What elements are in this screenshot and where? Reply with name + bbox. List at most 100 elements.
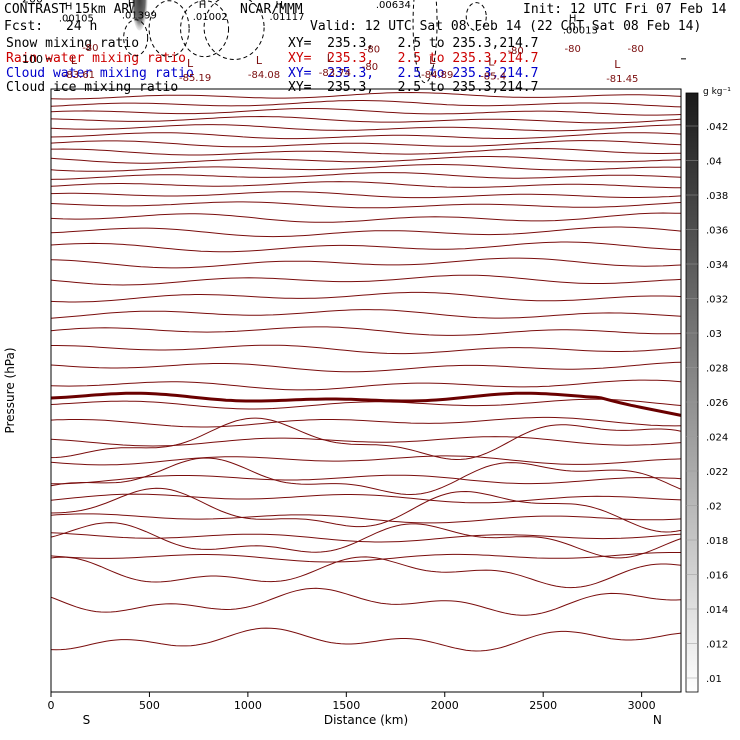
forecast-label: Fcst: (4, 19, 44, 34)
temperature-contour (51, 147, 682, 156)
low-value: -85.4 (480, 72, 506, 83)
temperature-contour (50, 164, 682, 172)
ice-max-value: .01399 (122, 11, 157, 22)
cloud-ice-contour (180, 0, 230, 58)
temperature-contour (50, 241, 682, 253)
forecast-value: 24 h (66, 19, 98, 34)
snow-shading (131, 0, 148, 31)
temperature-contour-label: -80 (364, 45, 380, 56)
ice-max-marker: H (128, 0, 136, 10)
temperature-contour (50, 108, 682, 116)
colorbar-tick-label: .018 (706, 536, 728, 547)
field-name-snow: Snow mixing ratio (6, 36, 140, 51)
low-marker: L (187, 57, 194, 70)
colorbar-tick-label: .032 (706, 295, 728, 306)
field-xy-cloud-ice: XY= 235.3, 2.5 to 235.3,214.7 (288, 80, 539, 95)
colorbar-tick-label: .02 (706, 502, 722, 513)
colorbar-tick-label: .036 (706, 226, 728, 237)
low-marker: L (256, 54, 263, 67)
ice-max-value: .01002 (193, 12, 228, 23)
field-name-cloud-water: Cloud water mixing ratio (6, 66, 194, 81)
ice-max-value: .00013 (563, 26, 598, 37)
field-name-rain: Rain water mixing ratio (6, 51, 187, 66)
ice-max-value: .01117 (270, 12, 305, 23)
temperature-contour (50, 124, 682, 132)
x-tick-label: 2500 (529, 699, 557, 712)
ice-max-value: .00105 (59, 14, 94, 25)
temperature-contour (50, 291, 682, 303)
zero-isotherm (50, 391, 682, 417)
temperature-contour (50, 172, 682, 180)
field-xy-rain: XY= 235.3, 2.5 to 235.3,214.7 (288, 51, 539, 66)
cloud-ice-contour (203, 0, 265, 60)
temperature-contour (50, 556, 682, 589)
colorbar-unit: g kg⁻¹ (703, 87, 731, 97)
colorbar-tick-label: .04 (706, 157, 722, 168)
low-marker: L (614, 58, 621, 71)
temperature-contour (50, 274, 682, 286)
model-title: CONTRAST 15km ARW (4, 2, 138, 17)
temperature-contour (50, 398, 682, 410)
low-value: -85.19 (179, 73, 211, 84)
colorbar-tick-label: .038 (706, 191, 728, 202)
ice-max-marker: H (569, 14, 577, 25)
temperature-contour (50, 474, 682, 485)
temperature-contour (50, 513, 682, 524)
temperature-contour (50, 417, 682, 461)
temperature-contour-label: -80 (82, 43, 98, 54)
low-value: -81.45 (606, 74, 638, 85)
temperature-contour (50, 457, 682, 496)
temperature-contour (50, 493, 682, 504)
low-marker: L (71, 54, 78, 67)
low-value: -83.61 (63, 70, 95, 81)
colorbar-tick-label: .024 (706, 433, 728, 444)
temperature-contour (50, 115, 682, 124)
low-marker: L (488, 56, 495, 69)
colorbar-tick-label: .042 (706, 122, 728, 133)
temperature-contour (50, 416, 682, 428)
colorbar-tick-label: .028 (706, 364, 728, 375)
temperature-contour (50, 201, 682, 209)
valid-time: Valid: 12 UTC Sat 08 Feb 14 (22 ChT Sat … (310, 19, 702, 34)
low-marker: L (327, 52, 334, 65)
field-xy-cloud-water: XY= 235.3, 2.5 to 235.3,214.7 (288, 66, 539, 81)
temperature-contour (50, 181, 681, 189)
temperature-contour (50, 91, 682, 100)
temperature-contour (50, 140, 682, 148)
x-axis-title: Distance (km) (324, 713, 408, 727)
temperature-contour (50, 212, 682, 223)
low-value: -84.08 (248, 70, 280, 81)
temperature-contour (50, 552, 681, 563)
colorbar-tick-label: .03 (706, 329, 722, 340)
temperature-contour (50, 436, 682, 447)
cloud-ice-contour (412, 0, 438, 84)
temperature-contour (50, 587, 682, 616)
y-tick-label: 200 (22, 0, 43, 6)
field-name-cloud-ice: Cloud ice mixing ratio (6, 80, 179, 95)
cloud-ice-contour (148, 0, 190, 58)
temperature-contour (50, 532, 682, 543)
y-tick-label: 100 (22, 53, 43, 66)
temperature-contour (50, 522, 682, 559)
ice-max-value: .00242 (476, 0, 511, 1)
colorbar-tick-label: .012 (706, 640, 728, 651)
cloud-ice-contour (123, 19, 149, 57)
init-time: Init: 12 UTC Fri 07 Feb 14 (523, 2, 727, 17)
x-tick-label: 1500 (332, 699, 360, 712)
x-tick-label: 500 (139, 699, 160, 712)
temperature-contour (50, 191, 682, 199)
colorbar-tick-label: .026 (706, 398, 728, 409)
temperature-contour (50, 487, 682, 533)
low-marker: L (429, 54, 436, 67)
low-value: -83.74 (319, 68, 351, 79)
x-tick-label: 1000 (234, 699, 262, 712)
ice-max-marker: H (65, 2, 73, 13)
colorbar-fill (685, 92, 699, 693)
ice-max-marker: H (199, 0, 207, 11)
field-xy-snow: XY= 235.3, 2.5 to 235.3,214.7 (288, 36, 539, 51)
temperature-contour-label: -80 (628, 44, 644, 55)
x-axis-right-end: N (653, 713, 662, 727)
colorbar-tick-label: .022 (706, 467, 728, 478)
temperature-contour (50, 257, 682, 269)
